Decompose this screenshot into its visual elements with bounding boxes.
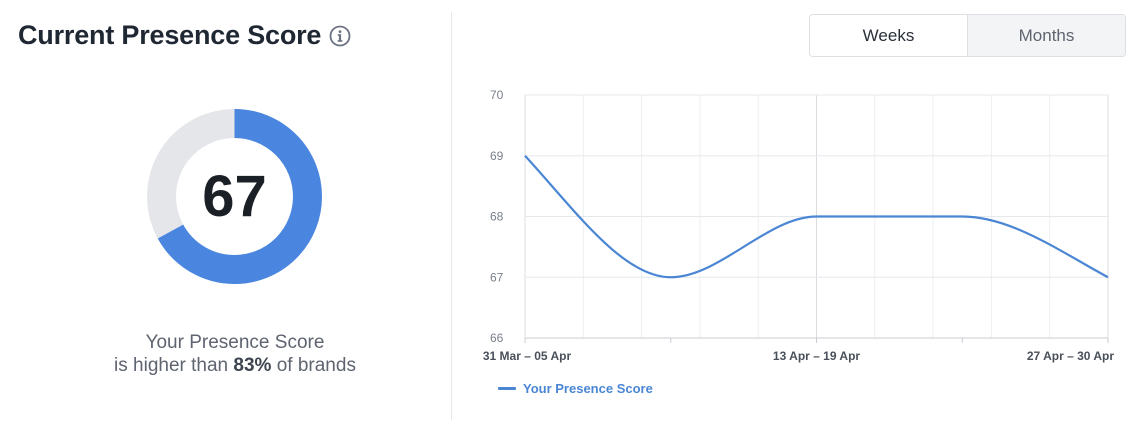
caption-percent: 83% xyxy=(233,355,272,376)
series-line-presence-score xyxy=(524,155,1109,279)
x-tick-label: 27 Apr – 30 Apr xyxy=(1027,349,1114,363)
weeks-button[interactable]: Weeks xyxy=(810,15,967,56)
score-value: 67 xyxy=(202,164,267,229)
y-tick-label: 66 xyxy=(490,331,504,345)
y-tick-label: 68 xyxy=(490,210,504,224)
caption-post: of brands xyxy=(276,355,356,376)
score-donut xyxy=(147,109,322,284)
chart-legend[interactable]: Your Presence Score xyxy=(498,381,653,396)
title-row: Current Presence Score xyxy=(18,20,351,51)
y-tick-label: 70 xyxy=(490,88,504,102)
score-caption-line1: Your Presence Score xyxy=(145,332,325,353)
score-caption-line2: is higher than 83% of brands xyxy=(0,355,470,377)
caption-pre: is higher than xyxy=(114,355,229,376)
y-tick-label: 67 xyxy=(490,270,504,284)
period-toggle: Weeks Months xyxy=(809,14,1126,57)
info-icon[interactable] xyxy=(329,25,351,47)
donut-arc xyxy=(147,109,322,284)
x-tick-label: 13 Apr – 19 Apr xyxy=(773,349,860,363)
page-title: Current Presence Score xyxy=(18,20,322,50)
legend-label: Your Presence Score xyxy=(523,381,653,396)
presence-score-chart: 66 67 68 69 70 31 Mar – 05 Apr 13 Apr – 19 Apr… xyxy=(483,88,1114,363)
presence-score-panel: Current Presence Score 67 Your Presence … xyxy=(0,0,452,423)
legend-swatch xyxy=(498,387,516,390)
x-tick-label: 31 Mar – 05 Apr xyxy=(483,349,572,363)
months-button[interactable]: Months xyxy=(967,15,1125,56)
y-tick-label: 69 xyxy=(490,149,504,163)
panel-divider xyxy=(451,12,452,420)
